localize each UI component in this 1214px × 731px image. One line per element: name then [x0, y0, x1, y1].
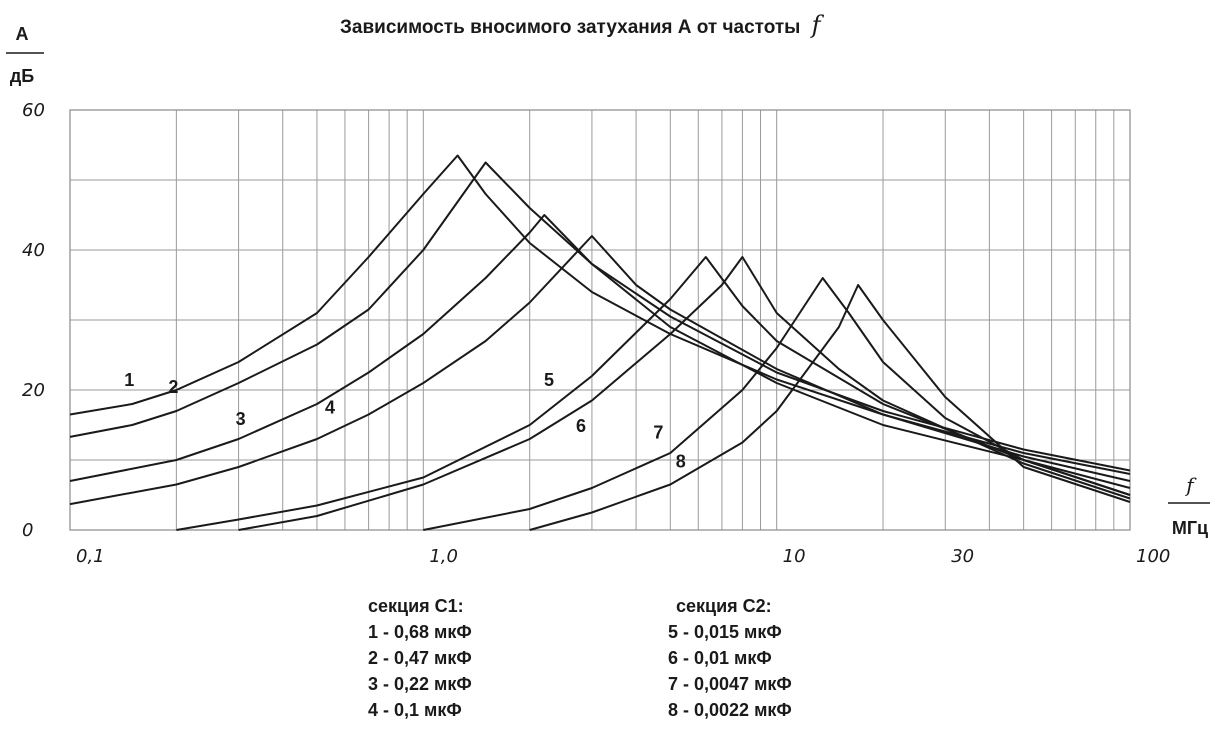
legend-item-8: 8 - 0,0022 мкФ: [668, 700, 792, 720]
legend-item-1: 1 - 0,68 мкФ: [368, 622, 472, 642]
y-axis-unit: дБ: [10, 66, 34, 86]
curve-label-5: 5: [544, 370, 554, 390]
legend-item-3: 3 - 0,22 мкФ: [368, 674, 472, 694]
x-tick-label: 0,1: [76, 546, 105, 567]
legend-item-2: 2 - 0,47 мкФ: [368, 648, 472, 668]
tick-labels: 0 20 40 60 0,1 1,0 10 30 100: [22, 100, 1170, 567]
y-tick-label: 20: [22, 380, 45, 401]
curve-6: [238, 256, 1131, 531]
grid: [69, 109, 1131, 531]
curve-label-1: 1: [124, 370, 134, 390]
x-tick-label: 10: [783, 546, 806, 567]
curve-labels: 1 2 3 4 5 6 78: [124, 370, 685, 472]
x-axis-label: f: [1184, 473, 1197, 497]
legend-c1: секция С1: 1 - 0,68 мкФ 2 - 0,47 мкФ 3 -…: [368, 593, 472, 723]
legend-item-4: 4 - 0,1 мкФ: [368, 700, 462, 720]
curve-label-7: 7: [653, 422, 663, 442]
legend-c1-title: секция С1:: [368, 596, 464, 616]
curve-8: [529, 284, 1131, 531]
curve-label-4: 4: [325, 398, 335, 418]
x-axis-unit: МГц: [1172, 518, 1208, 538]
legend-c2: секция С2: 5 - 0,015 мкФ 6 - 0,01 мкФ 7 …: [668, 593, 792, 723]
curve-1: [69, 154, 1131, 475]
curves: [69, 154, 1131, 531]
curve-4: [69, 235, 1131, 506]
curve-3: [69, 214, 1131, 489]
y-tick-label: 0: [22, 520, 33, 541]
curve-label-8: 8: [676, 452, 686, 472]
x-tick-label: 1,0: [429, 546, 458, 567]
chart-title-symbol: f: [810, 11, 825, 39]
plot-frame: [69, 109, 1131, 531]
curve-label-3: 3: [236, 409, 246, 429]
legend-c2-title: секция С2:: [676, 596, 772, 616]
y-tick-label: 40: [22, 240, 45, 261]
curve-7: [423, 277, 1131, 531]
chart-title: Зависимость вносимого затухания А от час…: [340, 11, 825, 39]
curve-label-2: 2: [168, 377, 178, 397]
legend-item-5: 5 - 0,015 мкФ: [668, 622, 782, 642]
curve-label-6: 6: [576, 416, 586, 436]
x-tick-label: 100: [1136, 546, 1170, 567]
y-tick-label: 60: [22, 100, 45, 121]
curve-5: [176, 256, 1131, 531]
x-tick-label: 30: [951, 546, 974, 567]
chart-title-text: Зависимость вносимого затухания А от час…: [340, 17, 800, 38]
y-axis-label: А: [16, 24, 29, 44]
curve-2: [69, 161, 1131, 472]
legend-item-6: 6 - 0,01 мкФ: [668, 648, 772, 668]
legend-item-7: 7 - 0,0047 мкФ: [668, 674, 792, 694]
